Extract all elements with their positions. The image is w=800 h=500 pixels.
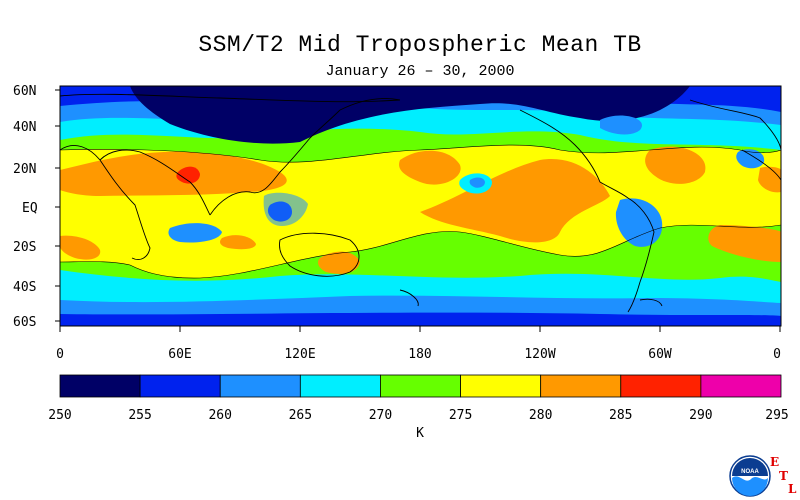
noaa-logo: NOAA <box>729 455 771 497</box>
band-255-south <box>60 312 781 326</box>
colorbar-swatch-285 <box>620 374 702 398</box>
band-280-south-africa <box>60 235 101 260</box>
noaa-logo-text: NOAA <box>741 469 759 475</box>
colorbar-label-290: 290 <box>689 408 712 423</box>
lon-label-180: 180 <box>408 347 431 362</box>
band-280-pacific <box>420 158 610 243</box>
colorbar-label-260: 260 <box>208 408 231 423</box>
colorbar-unit: K <box>416 426 424 441</box>
colorbar-swatch-260 <box>219 374 301 398</box>
colorbar-swatch-255 <box>139 374 221 398</box>
colorbar: 250 255 260 265 270 275 280 285 290 295 <box>48 374 789 423</box>
pocket-260-sahara <box>736 149 765 169</box>
lat-label-40n: 40N <box>13 120 36 135</box>
pocket-260-pacific <box>469 177 485 188</box>
colorbar-label-250: 250 <box>48 408 71 423</box>
pocket-260-na <box>600 115 642 135</box>
lon-label-60e: 60E <box>168 347 191 362</box>
band-280-asia <box>60 151 287 196</box>
colorbar-swatch-265 <box>299 374 381 398</box>
lat-label-60n: 60N <box>13 84 36 99</box>
colorbar-swatch-275 <box>460 374 542 398</box>
pocket-260-amazon <box>615 198 663 247</box>
etl-letter-l: L <box>788 482 797 496</box>
lon-label-120e: 120E <box>284 347 315 362</box>
band-280-indian-ocean <box>220 235 256 250</box>
colorbar-swatch-290 <box>700 374 782 398</box>
lat-label-20n: 20N <box>13 162 36 177</box>
colorbar-label-280: 280 <box>529 408 552 423</box>
colorbar-label-295: 295 <box>765 408 788 423</box>
lat-label-60s: 60S <box>13 315 36 330</box>
colorbar-label-265: 265 <box>289 408 312 423</box>
temperature-field <box>60 86 781 326</box>
band-250-north <box>130 86 690 144</box>
map-subtitle: January 26 – 30, 2000 <box>325 63 515 80</box>
colorbar-label-285: 285 <box>609 408 632 423</box>
pocket-260-maritime <box>263 192 308 226</box>
map-title: SSM/T2 Mid Tropospheric Mean TB <box>198 32 642 58</box>
lat-label-20s: 20S <box>13 240 36 255</box>
colorbar-swatch-270 <box>380 374 461 398</box>
lat-label-eq: EQ <box>22 201 38 216</box>
lat-label-40s: 40S <box>13 280 36 295</box>
lon-label-120w: 120W <box>524 347 555 362</box>
colorbar-label-255: 255 <box>128 408 151 423</box>
lon-label-60w: 60W <box>648 347 672 362</box>
contour-lines <box>60 144 781 279</box>
longitude-axis: 0 60E 120E 180 120W 60W 0 <box>56 326 781 362</box>
lon-label-0: 0 <box>56 347 64 362</box>
band-285-india <box>176 166 200 184</box>
band-280-central-pacific <box>399 150 461 185</box>
pocket-260-indian <box>168 223 222 243</box>
coastlines <box>60 93 781 313</box>
etl-letter-e: E <box>770 455 780 469</box>
etl-letter-t: T <box>779 469 788 483</box>
latitude-axis: 60N 40N 20N EQ 20S 40S 60S <box>13 84 60 330</box>
colorbar-label-275: 275 <box>449 408 472 423</box>
band-280-caribbean <box>645 146 706 184</box>
band-280-australia <box>318 251 360 274</box>
band-280-south-atlantic <box>708 225 781 262</box>
colorbar-swatch-280 <box>540 374 622 398</box>
colorbar-swatch-250 <box>59 374 141 398</box>
lon-label-0-end: 0 <box>773 347 781 362</box>
colorbar-label-270: 270 <box>369 408 392 423</box>
